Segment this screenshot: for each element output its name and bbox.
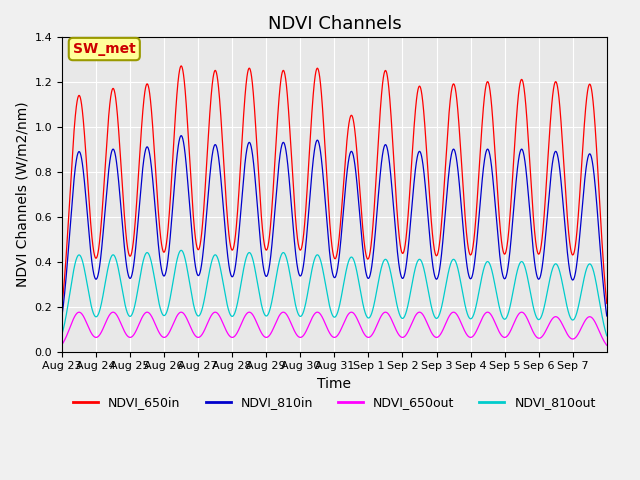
Title: NDVI Channels: NDVI Channels	[268, 15, 401, 33]
Legend: NDVI_650in, NDVI_810in, NDVI_650out, NDVI_810out: NDVI_650in, NDVI_810in, NDVI_650out, NDV…	[68, 391, 600, 414]
X-axis label: Time: Time	[317, 377, 351, 391]
Text: SW_met: SW_met	[73, 42, 136, 56]
Y-axis label: NDVI Channels (W/m2/nm): NDVI Channels (W/m2/nm)	[15, 102, 29, 287]
